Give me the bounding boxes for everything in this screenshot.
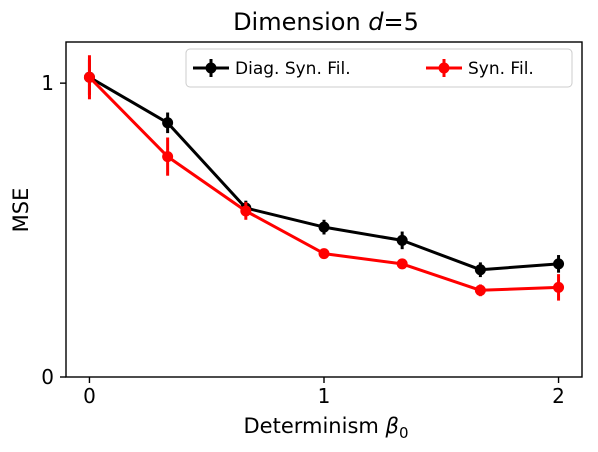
x-tick-label: 0 (83, 384, 96, 408)
y-tick-label: 1 (41, 71, 54, 95)
axes-frame (65, 41, 583, 378)
x-axis-label: Determinism β0 (244, 414, 409, 442)
plot-area: 0 1 2 0 1 (41, 41, 583, 408)
series-1-point (396, 234, 408, 246)
legend: Diag. Syn. Fil. Syn. Fil. (185, 48, 573, 88)
series-2-point (83, 71, 95, 83)
series-1-point (553, 258, 565, 270)
series-1-line (88, 76, 559, 272)
legend-label: Diag. Syn. Fil. (235, 59, 351, 79)
series-2-point (162, 151, 174, 163)
x-tick-label: 1 (318, 384, 331, 408)
legend-swatch-marker (438, 62, 450, 74)
series-2-point (240, 205, 252, 217)
series-2-point (553, 281, 565, 293)
series-1-point (162, 117, 174, 129)
series-2-point (396, 258, 408, 270)
series-1-point (474, 264, 486, 276)
series-2-point (474, 284, 486, 296)
chart-title: Dimension d=5 (233, 8, 419, 36)
y-axis-label: MSE (9, 188, 33, 233)
legend-box (185, 48, 573, 88)
series-2-point (318, 248, 330, 260)
series-1-point (318, 221, 330, 233)
legend-label: Syn. Fil. (468, 59, 534, 79)
y-tick-label: 0 (41, 365, 54, 389)
x-tick-label: 2 (552, 384, 565, 408)
legend-swatch-marker (205, 62, 217, 74)
